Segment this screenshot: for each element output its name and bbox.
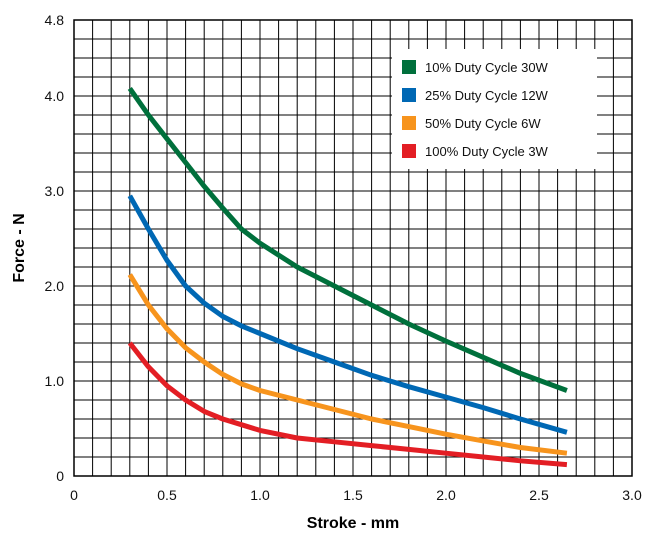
grid-lines bbox=[74, 20, 632, 476]
y-axis-title: Force - N bbox=[11, 213, 28, 282]
legend-label: 50% Duty Cycle 6W bbox=[425, 116, 541, 131]
series-line-1 bbox=[127, 86, 568, 393]
x-tick-labels: 0 0.5 1.0 1.5 2.0 2.5 3.0 bbox=[70, 487, 642, 503]
legend: 10% Duty Cycle 30W 25% Duty Cycle 12W 50% … bbox=[392, 49, 597, 169]
y-tick-label: 2.0 bbox=[45, 278, 65, 294]
y-tick-label: 0 bbox=[56, 468, 64, 484]
x-tick-label: 0 bbox=[70, 487, 78, 503]
y-tick-label: 4.8 bbox=[45, 12, 65, 28]
x-tick-label: 0.5 bbox=[157, 487, 177, 503]
legend-swatch bbox=[402, 144, 416, 158]
series-line-4 bbox=[127, 341, 568, 468]
legend-box bbox=[392, 49, 597, 169]
x-axis-title: Stroke - mm bbox=[307, 515, 399, 532]
legend-swatch bbox=[402, 88, 416, 102]
x-tick-label: 2.5 bbox=[529, 487, 549, 503]
x-tick-label: 1.0 bbox=[250, 487, 270, 503]
x-tick-label: 2.0 bbox=[436, 487, 456, 503]
series-line-2 bbox=[127, 194, 568, 435]
series-group bbox=[127, 86, 568, 468]
y-tick-labels: 0 1.0 2.0 3.0 4.0 4.8 bbox=[45, 12, 65, 484]
legend-swatch bbox=[402, 60, 416, 74]
x-tick-label: 3.0 bbox=[622, 487, 642, 503]
x-tick-label: 1.5 bbox=[343, 487, 363, 503]
legend-label: 10% Duty Cycle 30W bbox=[425, 60, 549, 75]
series-line-3 bbox=[127, 273, 568, 456]
legend-swatch bbox=[402, 116, 416, 130]
y-tick-label: 1.0 bbox=[45, 373, 65, 389]
legend-label: 100% Duty Cycle 3W bbox=[425, 144, 549, 159]
legend-label: 25% Duty Cycle 12W bbox=[425, 88, 549, 103]
plot-frame bbox=[73, 19, 633, 477]
y-tick-label: 4.0 bbox=[45, 88, 65, 104]
y-tick-label: 3.0 bbox=[45, 183, 65, 199]
